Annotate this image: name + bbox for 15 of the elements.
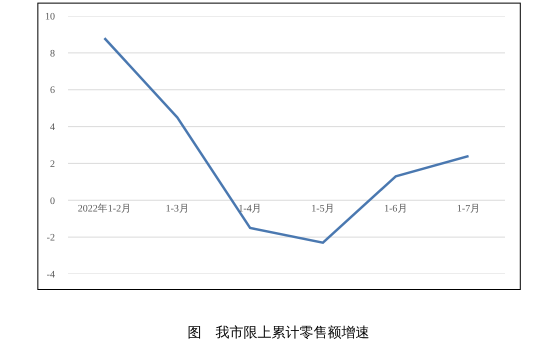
y-tick-label: 6 [50,85,55,96]
x-tick-label: 1-7月 [456,203,480,214]
x-tick-label: 2022年1-2月 [78,202,132,214]
x-tick-label: 1-5月 [311,203,335,214]
x-tick-label: 1-6月 [384,203,408,214]
y-tick-label: 0 [50,196,55,207]
y-tick-label: 2 [50,158,55,170]
x-tick-label: 1-3月 [166,203,189,214]
y-tick-label: 4 [50,122,55,134]
y-tick-label: 8 [50,48,55,60]
y-tick-label: 10 [45,12,55,22]
text: 图 我市限上累计零售额增速 [188,325,370,342]
x-tick-label: 1-4月 [238,203,262,214]
y-tick-label: -4 [46,270,55,280]
y-tick-label: -2 [46,232,55,244]
